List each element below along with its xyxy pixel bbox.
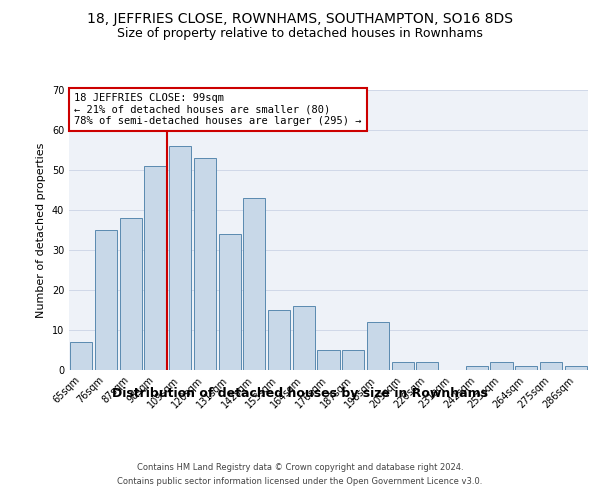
Bar — [565, 366, 587, 370]
Bar — [367, 322, 389, 370]
Text: Size of property relative to detached houses in Rownhams: Size of property relative to detached ho… — [117, 28, 483, 40]
Text: 18 JEFFRIES CLOSE: 99sqm
← 21% of detached houses are smaller (80)
78% of semi-d: 18 JEFFRIES CLOSE: 99sqm ← 21% of detach… — [74, 93, 362, 126]
Bar — [218, 234, 241, 370]
Bar — [243, 198, 265, 370]
Text: Distribution of detached houses by size in Rownhams: Distribution of detached houses by size … — [112, 388, 488, 400]
Y-axis label: Number of detached properties: Number of detached properties — [36, 142, 46, 318]
Text: Contains public sector information licensed under the Open Government Licence v3: Contains public sector information licen… — [118, 478, 482, 486]
Bar — [194, 158, 216, 370]
Bar — [317, 350, 340, 370]
Bar — [95, 230, 117, 370]
Bar — [392, 362, 414, 370]
Bar — [515, 366, 538, 370]
Bar — [268, 310, 290, 370]
Bar — [466, 366, 488, 370]
Bar — [490, 362, 512, 370]
Bar — [293, 306, 315, 370]
Bar — [70, 342, 92, 370]
Text: Contains HM Land Registry data © Crown copyright and database right 2024.: Contains HM Land Registry data © Crown c… — [137, 462, 463, 471]
Bar — [119, 218, 142, 370]
Bar — [169, 146, 191, 370]
Text: 18, JEFFRIES CLOSE, ROWNHAMS, SOUTHAMPTON, SO16 8DS: 18, JEFFRIES CLOSE, ROWNHAMS, SOUTHAMPTO… — [87, 12, 513, 26]
Bar — [416, 362, 439, 370]
Bar — [540, 362, 562, 370]
Bar — [145, 166, 167, 370]
Bar — [342, 350, 364, 370]
